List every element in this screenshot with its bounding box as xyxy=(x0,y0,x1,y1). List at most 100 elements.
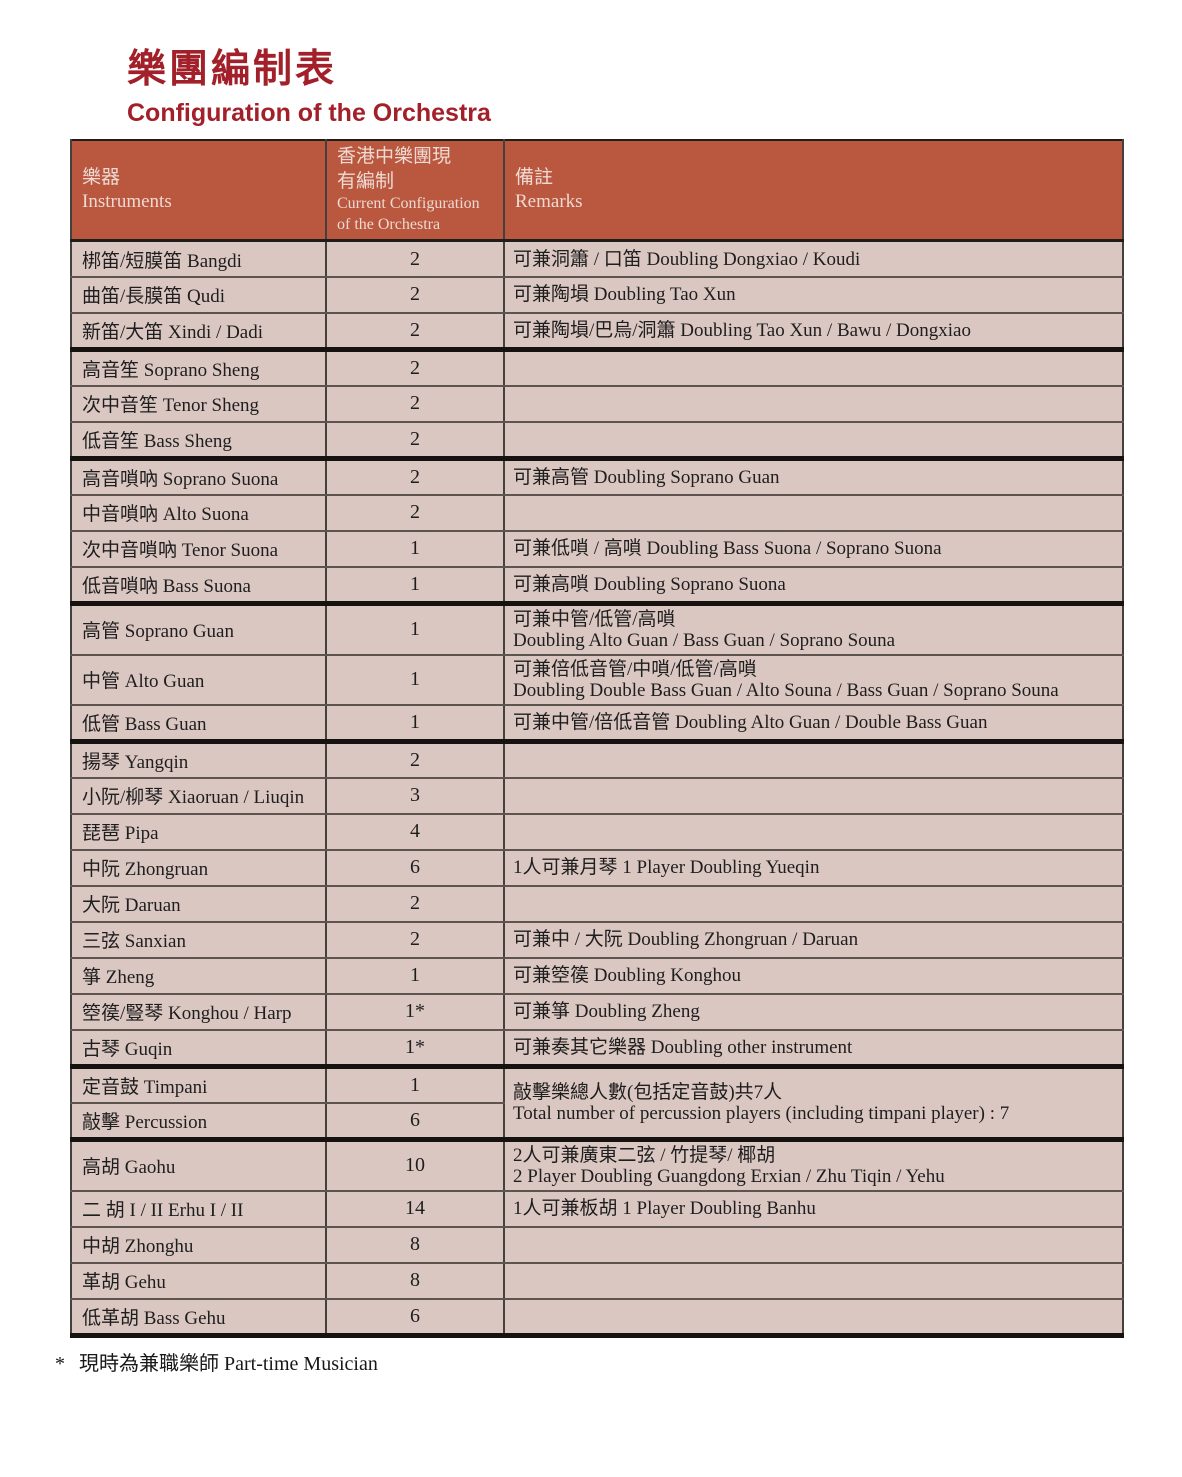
page-title-zh: 樂團編制表 xyxy=(127,48,338,91)
remark-cell xyxy=(503,349,1124,387)
instrument-cell: 高音嗩吶 Soprano Suona xyxy=(70,458,327,496)
count-cell: 2 xyxy=(325,921,505,959)
table-row: 低管 Bass Guan 1 可兼中管/倍低音管 Doubling Alto Gua… xyxy=(70,704,1124,744)
instrument-cell: 大阮 Daruan xyxy=(70,885,327,923)
table-row: 高管 Soprano Guan 1 可兼中管/低管/高嗩 Doubling Alto … xyxy=(70,603,1124,656)
table-row: 古琴 Guqin 1* 可兼奏其它樂器 Doubling other instrum… xyxy=(70,1029,1124,1069)
table-row: 次中音嗩吶 Tenor Suona 1 可兼低嗩 / 高嗩 Doubling Bas… xyxy=(70,530,1124,568)
remark-cell: 可兼倍低音管/中嗩/低管/高嗩 Doubling Double Bass Guan… xyxy=(503,654,1124,706)
instrument-cell: 箜篌/豎琴 Konghou / Harp xyxy=(70,993,327,1031)
remark-line: 可兼高嗩 Doubling Soprano Suona xyxy=(513,573,786,595)
table-row: 中管 Alto Guan 1 可兼倍低音管/中嗩/低管/高嗩 Doubling Dou… xyxy=(70,654,1124,706)
page-title-en: Configuration of the Orchestra xyxy=(127,98,491,127)
table-row: 中音嗩吶 Alto Suona 2 xyxy=(70,494,1124,532)
table-row: 新笛/大笛 Xindi / Dadi 2 可兼陶塤/巴烏/洞簫 Doubling T… xyxy=(70,312,1124,352)
remark-cell: 可兼洞簫 / 口笛 Doubling Dongxiao / Koudi xyxy=(503,240,1124,278)
header-line: 香港中樂團現 xyxy=(337,146,452,168)
count-cell: 1 xyxy=(325,704,505,744)
remark-line: 可兼高管 Doubling Soprano Guan xyxy=(513,466,780,488)
count-cell: 4 xyxy=(325,813,505,851)
remark-cell xyxy=(503,777,1124,815)
remark-line: 2 Player Doubling Guangdong Erxian / Zhu… xyxy=(513,1165,945,1187)
column-header-instruments: 樂器 Instruments xyxy=(70,140,327,243)
column-header-current-configuration: 香港中樂團現 有編制 Current Configuration of the … xyxy=(325,140,505,243)
remark-cell: 可兼中管/低管/高嗩 Doubling Alto Guan / Bass Guan… xyxy=(503,603,1124,656)
table-row: 次中音笙 Tenor Sheng 2 xyxy=(70,385,1124,423)
instrument-cell: 革胡 Gehu xyxy=(70,1262,327,1300)
header-row: 樂器 Instruments 香港中樂團現 有編制 Current Config… xyxy=(70,140,1124,243)
remark-line: Doubling Double Bass Guan / Alto Souna /… xyxy=(513,679,1059,701)
instrument-cell: 次中音嗩吶 Tenor Suona xyxy=(70,530,327,568)
table-row: 定音鼓 Timpani 1 敲擊樂總人數(包括定音鼓)共7人 Total number… xyxy=(70,1066,1124,1142)
count-cell: 6 xyxy=(325,1102,505,1142)
remark-line: 可兼中 / 大阮 Doubling Zhongruan / Daruan xyxy=(513,929,859,951)
remark-line: 可兼箏 Doubling Zheng xyxy=(513,1001,700,1023)
footnote: * 現時為兼職樂師 Part-time Musician xyxy=(55,1347,1182,1376)
instrument-cell: 中管 Alto Guan xyxy=(70,654,327,706)
remark-line: 可兼奏其它樂器 Doubling other instrument xyxy=(513,1036,853,1058)
count-cell: 10 xyxy=(325,1139,505,1192)
remark-cell: 可兼箏 Doubling Zheng xyxy=(503,993,1124,1031)
instrument-cell: 敲擊 Percussion xyxy=(70,1102,327,1142)
instrument-cell: 二 胡 I / II Erhu I / II xyxy=(70,1190,327,1228)
remark-cell: 1人可兼月琴 1 Player Doubling Yueqin xyxy=(503,849,1124,887)
remark-cell: 可兼中管/倍低音管 Doubling Alto Guan / Double Ba… xyxy=(503,704,1124,744)
table-row: 高胡 Gaohu 10 2人可兼廣東二弦 / 竹提琴/ 椰胡 2 Player Dou… xyxy=(70,1139,1124,1192)
remark-cell xyxy=(503,421,1124,461)
table-row: 敲擊 Percussion 6 xyxy=(70,1102,1123,1142)
instrument-cell: 中阮 Zhongruan xyxy=(70,849,327,887)
remark-line: 可兼中管/倍低音管 Doubling Alto Guan / Double Ba… xyxy=(513,711,988,733)
remark-cell xyxy=(503,1298,1124,1338)
title-block: 樂團編制表 Configuration of the Orchestra xyxy=(127,0,1182,126)
instrument-cell: 低音嗩吶 Bass Suona xyxy=(70,566,327,606)
remark-cell: 可兼中 / 大阮 Doubling Zhongruan / Daruan xyxy=(503,921,1124,959)
instrument-cell: 中胡 Zhonghu xyxy=(70,1226,327,1264)
count-cell: 2 xyxy=(325,240,505,278)
remark-line: Total number of percussion players (incl… xyxy=(513,1102,1010,1124)
instrument-cell: 低音笙 Bass Sheng xyxy=(70,421,327,461)
table-body: 梆笛/短膜笛 Bangdi 2 可兼洞簫 / 口笛 Doubling Dongxia… xyxy=(70,240,1124,1338)
instrument-cell: 中音嗩吶 Alto Suona xyxy=(70,494,327,532)
instrument-cell: 定音鼓 Timpani xyxy=(70,1066,327,1104)
header-line: Current Configuration xyxy=(337,194,480,212)
instrument-cell: 小阮/柳琴 Xiaoruan / Liuqin xyxy=(70,777,327,815)
instrument-cell: 揚琴 Yangqin xyxy=(70,741,327,779)
remark-cell: 可兼陶塤/巴烏/洞簫 Doubling Tao Xun / Bawu / Don… xyxy=(503,312,1124,352)
table-row: 二 胡 I / II Erhu I / II 14 1人可兼板胡 1 Player … xyxy=(70,1190,1124,1228)
table-row: 高音嗩吶 Soprano Suona 2 可兼高管 Doubling Soprano… xyxy=(70,458,1124,496)
count-cell: 1 xyxy=(325,603,505,656)
count-cell: 14 xyxy=(325,1190,505,1228)
count-cell: 6 xyxy=(325,849,505,887)
table-header: 樂器 Instruments 香港中樂團現 有編制 Current Config… xyxy=(70,140,1124,243)
remark-line: 2人可兼廣東二弦 / 竹提琴/ 椰胡 xyxy=(513,1144,776,1166)
count-cell: 2 xyxy=(325,885,505,923)
remark-line: 可兼陶塤/巴烏/洞簫 Doubling Tao Xun / Bawu / Don… xyxy=(513,319,971,341)
remark-line: 可兼陶塤 Doubling Tao Xun xyxy=(513,284,736,306)
count-cell: 2 xyxy=(325,741,505,779)
count-cell: 1* xyxy=(325,993,505,1031)
remark-cell: 可兼奏其它樂器 Doubling other instrument xyxy=(503,1029,1124,1069)
remark-cell xyxy=(503,885,1124,923)
footnote-text: 現時為兼職樂師 Part-time Musician xyxy=(79,1352,378,1375)
remark-cell xyxy=(503,1226,1124,1264)
table-row: 梆笛/短膜笛 Bangdi 2 可兼洞簫 / 口笛 Doubling Dongxia… xyxy=(70,240,1124,278)
remark-line: 可兼倍低音管/中嗩/低管/高嗩 xyxy=(513,658,757,680)
instrument-cell: 新笛/大笛 Xindi / Dadi xyxy=(70,312,327,352)
count-cell: 2 xyxy=(325,458,505,496)
count-cell: 2 xyxy=(325,494,505,532)
remark-cell: 可兼高管 Doubling Soprano Guan xyxy=(503,458,1124,496)
remark-line: 敲擊樂總人數(包括定音鼓)共7人 xyxy=(513,1081,783,1103)
count-cell: 1 xyxy=(325,654,505,706)
table-row: 箜篌/豎琴 Konghou / Harp 1* 可兼箏 Doubling Zheng xyxy=(70,993,1124,1031)
remark-line: 1人可兼月琴 1 Player Doubling Yueqin xyxy=(513,857,820,879)
table-row: 低音笙 Bass Sheng 2 xyxy=(70,421,1124,461)
remark-line: 可兼低嗩 / 高嗩 Doubling Bass Suona / Soprano … xyxy=(513,538,942,560)
instrument-cell: 高管 Soprano Guan xyxy=(70,603,327,656)
header-line: of the Orchestra xyxy=(337,215,441,233)
table-row: 三弦 Sanxian 2 可兼中 / 大阮 Doubling Zhongruan /… xyxy=(70,921,1124,959)
count-cell: 1* xyxy=(325,1029,505,1069)
table-row: 大阮 Daruan 2 xyxy=(70,885,1124,923)
table-row: 低革胡 Bass Gehu 6 xyxy=(70,1298,1124,1338)
table-row: 革胡 Gehu 8 xyxy=(70,1262,1124,1300)
